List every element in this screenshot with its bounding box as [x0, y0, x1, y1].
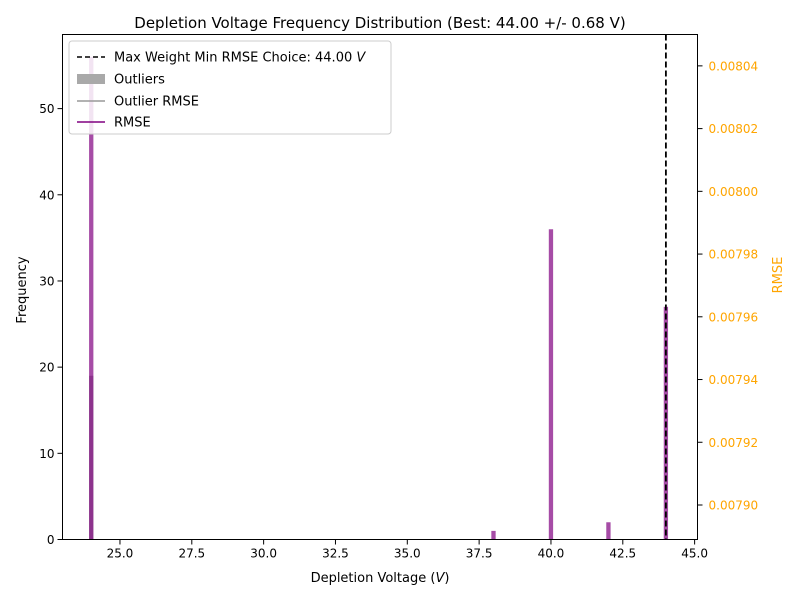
legend-outliers-swatch — [77, 74, 105, 84]
y2-axis: 0.00790 0.00792 0.00794 0.00796 0.00798 0.008… — [697, 59, 759, 512]
legend: Max Weight Min RMSE Choice: 44.00 V Outl… — [68, 40, 392, 135]
bar-histogram-1 — [491, 530, 496, 540]
y-tick-label: 10 — [39, 447, 54, 461]
x-axis: 25.0 27.5 30.0 32.5 35.0 37.5 40.0 42.5 45.0 — [107, 539, 708, 561]
x-tick-label: 35.0 — [394, 547, 421, 561]
bar-histogram-2 — [548, 229, 554, 540]
y2-tick-label: 0.00802 — [709, 122, 759, 136]
y-tick-label: 0 — [47, 533, 55, 547]
legend-best-line-label: Max Weight Min RMSE Choice: 44.00 V — [114, 51, 366, 66]
y2-tick-label: 0.00792 — [709, 436, 759, 450]
x-tick-label: 27.5 — [178, 547, 205, 561]
y2-axis-label: RMSE — [771, 257, 786, 294]
y-tick-label: 20 — [39, 361, 54, 375]
x-tick-label: 37.5 — [466, 547, 493, 561]
x-tick-label: 32.5 — [322, 547, 349, 561]
y-axis: 0 10 20 30 40 50 — [39, 102, 63, 547]
y2-tick-label: 0.00794 — [709, 373, 759, 387]
y-tick-label: 30 — [39, 274, 54, 288]
legend-outliers-label: Outliers — [114, 73, 165, 88]
plot-frame — [62, 34, 698, 540]
y2-tick-label: 0.00798 — [709, 248, 759, 262]
y2-tick-label: 0.00800 — [709, 185, 759, 199]
bar-histogram-0 — [89, 56, 94, 540]
x-tick-label: 40.0 — [538, 547, 565, 561]
x-axis-label: Depletion Voltage (V) — [311, 571, 450, 586]
x-tick-label: 25.0 — [107, 547, 134, 561]
y-axis-label: Frequency — [15, 256, 30, 323]
chart-title: Depletion Voltage Frequency Distribution… — [134, 14, 625, 32]
y-tick-label: 50 — [39, 102, 54, 116]
bar-histogram-3 — [606, 522, 611, 540]
y2-tick-label: 0.00796 — [709, 310, 759, 324]
legend-box — [68, 40, 392, 135]
y2-tick-label: 0.00790 — [709, 498, 759, 512]
legend-rmse-label: RMSE — [114, 116, 151, 131]
x-tick-label: 30.0 — [250, 547, 277, 561]
y2-tick-label: 0.00804 — [709, 59, 759, 73]
y-tick-label: 40 — [39, 188, 54, 202]
legend-outlier-rmse-label: Outlier RMSE — [114, 95, 199, 110]
x-tick-label: 45.0 — [681, 547, 708, 561]
x-tick-label: 42.5 — [609, 547, 636, 561]
